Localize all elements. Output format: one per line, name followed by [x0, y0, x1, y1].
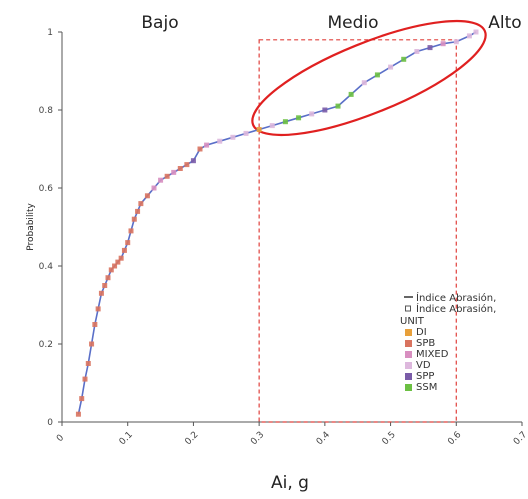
y-tick-label: 0 [47, 418, 53, 428]
legend-swatch-spb [405, 340, 412, 347]
legend-entry-line: Índice Abrasión, [416, 291, 496, 304]
data-point [230, 134, 236, 140]
x-tick-label: 0.3 [249, 430, 266, 447]
data-point [296, 115, 302, 121]
data-point [348, 91, 354, 97]
highlight-box [258, 39, 457, 423]
highlight-ellipse [251, 19, 487, 137]
data-point [144, 193, 150, 199]
zone-label-medio: Medio [327, 13, 378, 33]
x-tick-label: 0.2 [183, 430, 200, 447]
data-point [98, 290, 104, 296]
legend-group-title: UNIT [400, 316, 425, 327]
data-point [75, 411, 81, 417]
x-tick-label: 0.6 [446, 430, 463, 447]
data-point [82, 376, 88, 382]
data-point [473, 29, 479, 35]
x-tick-label: 0.5 [381, 430, 398, 447]
series-layer [75, 29, 479, 417]
legend-unit-ssm: SSM [416, 382, 437, 393]
legend-unit-di: DI [416, 327, 427, 338]
highlight-annotations [251, 19, 487, 423]
data-point [171, 169, 177, 175]
data-point [414, 49, 420, 54]
data-point [190, 158, 196, 164]
legend-marker-swatch [405, 305, 411, 312]
zone-labels: Bajo Medio Alto [141, 13, 521, 33]
legend-swatch-vd [405, 362, 412, 369]
data-point [282, 119, 288, 125]
data-point [92, 322, 98, 327]
y-axis-title: Probability [26, 203, 36, 251]
x-axis-title: Ai, g [271, 473, 309, 493]
data-point [361, 80, 367, 86]
data-point [95, 306, 101, 312]
data-point [177, 166, 183, 171]
data-point [453, 39, 459, 45]
legend-swatch-spp [405, 373, 412, 380]
y-tick-label: 0.6 [39, 184, 54, 194]
data-point [79, 396, 85, 402]
data-point [131, 216, 137, 222]
legend-swatch-ssm [405, 384, 412, 391]
legend-swatch-mixed [405, 351, 412, 358]
data-point [243, 130, 249, 136]
data-point [128, 228, 134, 234]
data-point [102, 283, 108, 288]
data-point [440, 41, 446, 47]
data-point [112, 263, 118, 269]
data-point [125, 240, 131, 246]
zone-label-bajo: Bajo [141, 13, 178, 33]
y-tick-label: 0.8 [39, 106, 54, 116]
legend-swatch-di [405, 329, 412, 336]
data-point [158, 177, 164, 183]
data-point [309, 111, 315, 117]
legend-unit-spp: SPP [416, 371, 434, 382]
data-point [118, 255, 124, 261]
legend-unit-spb: SPB [416, 338, 435, 349]
data-point [322, 107, 328, 113]
data-point [105, 275, 111, 281]
x-tick-label: 0.1 [118, 430, 135, 447]
x-tick-label: 0.4 [315, 430, 332, 447]
y-tick-label: 0.4 [39, 262, 54, 272]
data-point [204, 142, 210, 148]
data-point [269, 123, 275, 129]
data-point [89, 341, 95, 347]
legend-unit-vd: VD [416, 360, 431, 371]
data-point [335, 103, 341, 109]
data-point [164, 173, 170, 179]
data-point [256, 127, 262, 132]
data-point [217, 138, 223, 144]
zone-label-alto: Alto [488, 13, 521, 33]
data-point [374, 72, 380, 78]
data-point [151, 185, 157, 191]
legend-unit-mixed: MIXED [416, 349, 449, 360]
axis-ticks: 0 0.1 0.2 0.3 0.4 0.5 0.6 0.7 0 0.2 0.4 0.6 0.8 1 [39, 28, 528, 447]
data-point [138, 201, 144, 207]
data-point [135, 208, 141, 214]
y-tick-label: 0.2 [39, 340, 53, 350]
x-tick-label: 0 [55, 433, 66, 444]
data-point [401, 56, 407, 62]
data-point [115, 259, 121, 265]
data-point [85, 361, 91, 366]
x-tick-label: 0.7 [512, 430, 528, 447]
data-point [427, 45, 433, 51]
data-point [184, 162, 190, 168]
data-point [466, 33, 472, 39]
y-tick-label: 1 [47, 28, 53, 38]
data-point [388, 64, 394, 70]
data-point [197, 146, 203, 152]
data-point [121, 247, 127, 253]
data-point [108, 267, 114, 273]
legend-entry-marker: Índice Abrasión, [416, 302, 496, 315]
legend: Índice Abrasión,Índice Abrasión,UNITDISP… [400, 291, 496, 393]
